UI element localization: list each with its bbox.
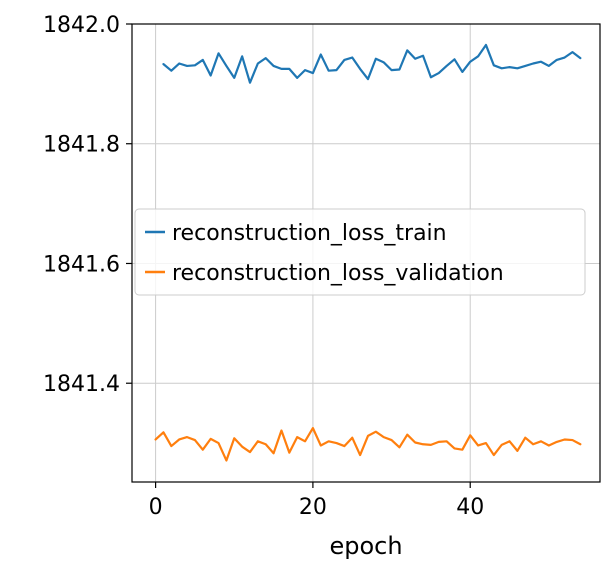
plot-frame (131, 23, 601, 483)
y-tick-label: 1841.6 (43, 252, 120, 277)
x-axis-title: epoch (329, 532, 402, 560)
y-tick-label: 1842.0 (43, 13, 120, 38)
series-line-train (162, 43, 582, 84)
ticks: 0 20 40 1841.4 1841.6 1841.8 1842.0 (43, 13, 484, 520)
series-layer (154, 43, 582, 462)
series-line-validation (154, 427, 582, 462)
x-tick-label: 0 (149, 495, 163, 520)
legend: reconstruction_loss_train reconstruction… (134, 208, 586, 296)
x-tick-label: 20 (299, 495, 327, 520)
legend-box (134, 208, 586, 296)
y-tick-label: 1841.8 (43, 133, 120, 158)
legend-label-train: reconstruction_loss_train (172, 221, 447, 246)
x-tick-label: 40 (456, 495, 484, 520)
y-tick-label: 1841.4 (43, 372, 120, 397)
legend-label-validation: reconstruction_loss_validation (172, 261, 504, 286)
